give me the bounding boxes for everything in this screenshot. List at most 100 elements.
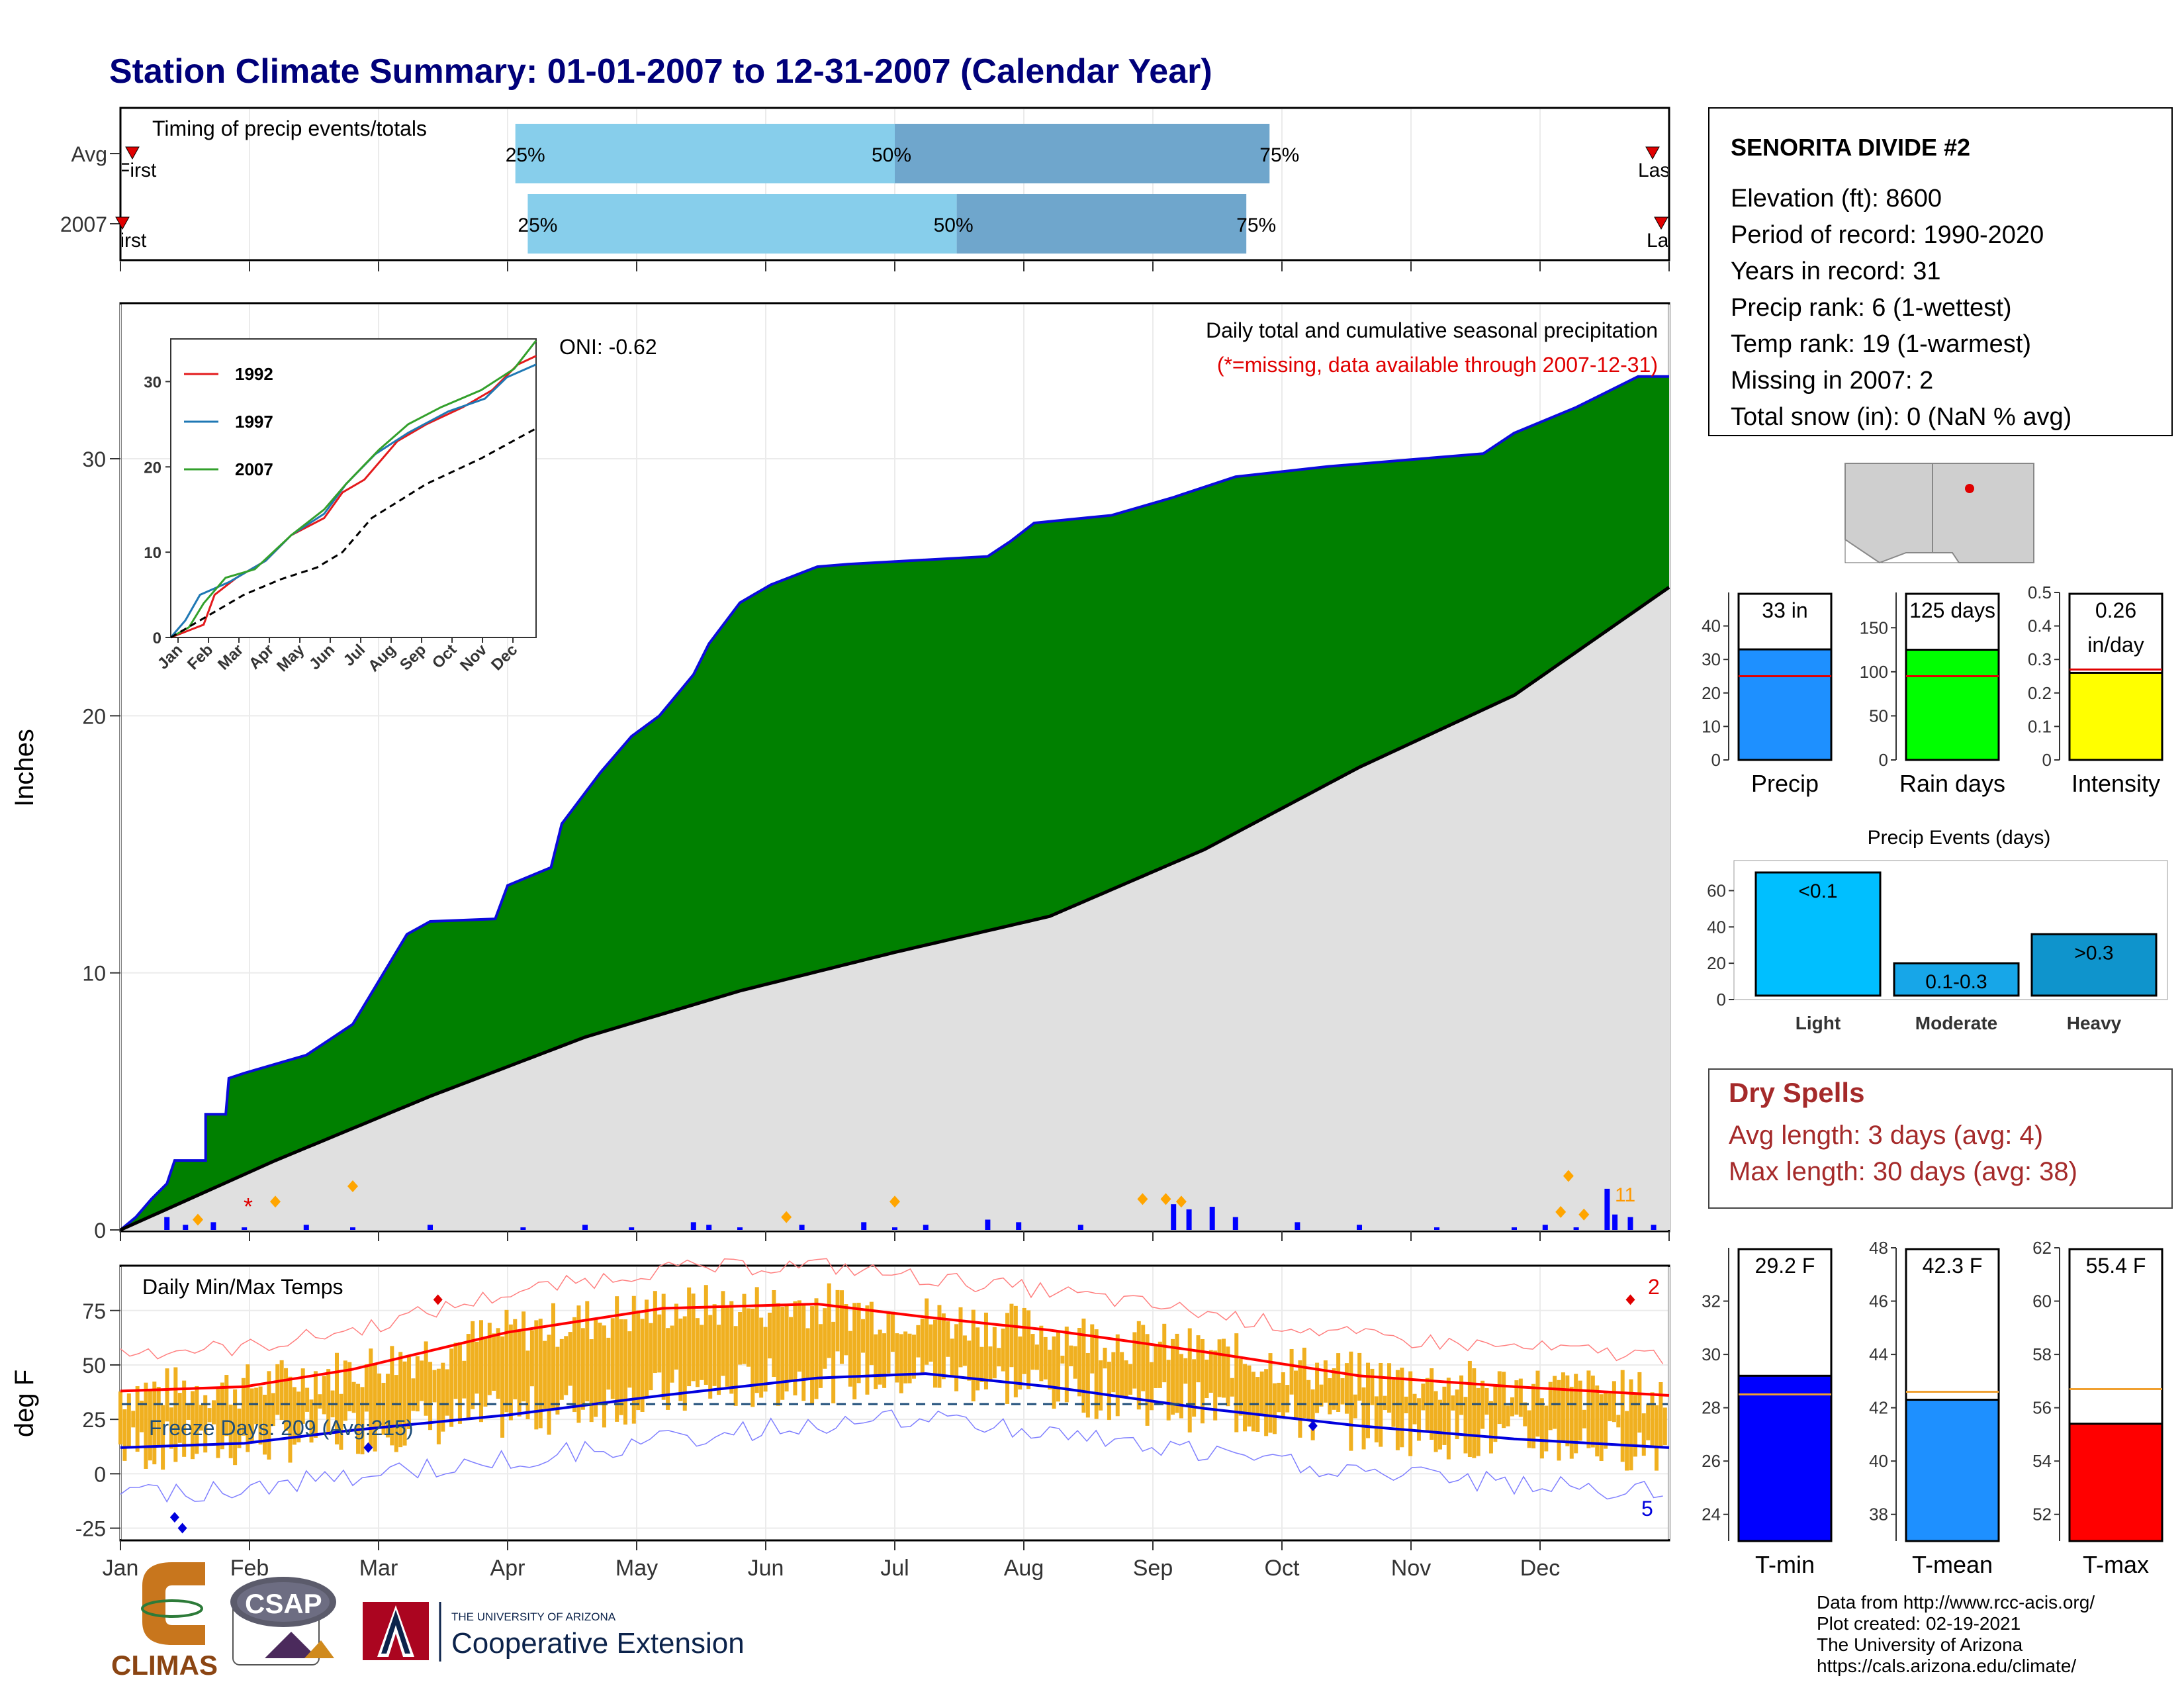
daily-temp-range-bar — [1026, 1310, 1031, 1389]
timing-pct-75: 75% — [1259, 144, 1299, 166]
last-label: Last — [1647, 230, 1684, 252]
daily-temp-range-bar — [1277, 1382, 1281, 1413]
daily-temp-range-bar — [122, 1409, 127, 1461]
daily-temp-range-bar — [156, 1387, 161, 1447]
daily-precip-bar — [242, 1227, 248, 1230]
events-bar — [1754, 871, 1882, 997]
daily-temp-range-bar — [1030, 1334, 1035, 1370]
daily-temp-range-bar — [1510, 1397, 1515, 1417]
daily-temp-range-bar — [1222, 1338, 1226, 1398]
daily-temp-range-bar — [1582, 1409, 1587, 1429]
daily-temp-range-bar — [666, 1328, 670, 1410]
daily-temp-range-bar — [529, 1330, 534, 1387]
credit-line: https://cals.arizona.edu/climate/ — [1817, 1656, 2076, 1676]
daily-temp-range-bar — [1034, 1344, 1039, 1370]
daily-temp-range-bar — [1039, 1325, 1044, 1382]
daily-temp-range-bar — [1565, 1375, 1570, 1446]
credit-line: Data from http://www.rcc-acis.org/ — [1817, 1592, 2095, 1613]
daily-temp-range-bar — [640, 1319, 645, 1413]
daily-temp-range-bar — [1480, 1380, 1485, 1429]
temp-y-tick-label: 50 — [82, 1354, 106, 1378]
daily-temp-range-bar — [1264, 1369, 1269, 1436]
daily-temp-range-bar — [1336, 1353, 1341, 1413]
mini-y-tick-label: 0.3 — [2028, 649, 2052, 669]
daily-temp-range-bar — [1018, 1336, 1023, 1390]
daily-temp-range-bar — [661, 1293, 666, 1400]
daily-temp-range-bar — [152, 1382, 157, 1465]
daily-temp-range-bar — [203, 1395, 208, 1453]
daily-temp-range-bar — [169, 1407, 173, 1449]
daily-temp-range-bar — [1344, 1363, 1349, 1414]
daily-temp-range-bar — [916, 1325, 921, 1358]
daily-precip-bar — [1016, 1222, 1022, 1230]
daily-temp-range-bar — [1574, 1374, 1578, 1454]
daily-temp-range-bar — [1455, 1389, 1459, 1440]
daily-temp-range-bar — [1616, 1415, 1621, 1428]
events-bar-label: <0.1 — [1798, 880, 1837, 902]
precip-count-label: 11 — [1615, 1184, 1635, 1206]
daily-temp-range-bar — [682, 1316, 687, 1411]
daily-precip-bar — [183, 1225, 189, 1230]
daily-temp-range-bar — [580, 1328, 585, 1410]
mini-bar — [2068, 671, 2163, 761]
daily-temp-range-bar — [729, 1301, 734, 1394]
daily-temp-range-bar — [441, 1362, 445, 1432]
daily-temp-range-bar — [1111, 1352, 1116, 1393]
daily-temp-range-bar — [869, 1301, 874, 1366]
daily-precip-bar — [1651, 1225, 1657, 1230]
temp-plot — [118, 1258, 1670, 1534]
daily-temp-range-bar — [504, 1309, 509, 1413]
daily-temp-range-bar — [339, 1393, 343, 1450]
daily-temp-range-bar — [267, 1371, 271, 1460]
daily-temp-range-bar — [525, 1350, 530, 1420]
daily-temp-range-bar — [1586, 1370, 1591, 1448]
inset-frame — [170, 338, 537, 638]
daily-temp-range-bar — [1620, 1370, 1625, 1462]
mini-bar-category-label: Rain days — [1899, 770, 2005, 797]
timing-endpoint-labels: First Last — [122, 230, 1684, 252]
daily-temp-range-bar — [1463, 1397, 1468, 1454]
daily-temp-range-bar — [1433, 1391, 1438, 1452]
daily-precip-bar — [1612, 1214, 1618, 1230]
last-marker — [1654, 216, 1668, 230]
daily-temp-range-bar — [1527, 1410, 1531, 1448]
daily-precip-bar — [303, 1225, 309, 1230]
daily-temp-range-bar — [402, 1361, 407, 1446]
daily-temp-range-bar — [144, 1382, 148, 1469]
daily-temp-range-bar — [543, 1340, 547, 1409]
temp-y-axis-label: deg F — [10, 1370, 39, 1437]
daily-temp-range-bar — [334, 1352, 339, 1445]
record-high-marker — [1625, 1294, 1635, 1305]
daily-precip-bar — [706, 1225, 712, 1230]
daily-temp-range-bar — [1243, 1364, 1248, 1432]
daily-temp-range-bar — [373, 1364, 377, 1452]
daily-temp-range-bar — [1268, 1353, 1273, 1433]
daily-temp-range-bar — [1103, 1347, 1107, 1369]
climas-logo-text: CLIMAS — [111, 1650, 218, 1681]
daily-temp-range-bar — [1523, 1402, 1527, 1427]
daily-temp-range-bar — [814, 1298, 819, 1399]
daily-temp-range-bar — [436, 1368, 441, 1444]
daily-temp-range-bar — [471, 1321, 475, 1409]
daily-precip-bar — [210, 1222, 216, 1230]
daily-temp-range-bar — [1484, 1388, 1489, 1415]
daily-temp-range-bar — [237, 1408, 242, 1448]
daily-temp-range-bar — [1247, 1365, 1251, 1427]
daily-temp-range-bar — [390, 1346, 394, 1446]
daily-temp-range-bar — [522, 1311, 526, 1402]
daily-temp-range-bar — [856, 1302, 861, 1383]
daily-temp-range-bar — [1310, 1389, 1315, 1440]
daily-temp-range-bar — [763, 1327, 768, 1392]
daily-temp-range-bar — [1175, 1333, 1179, 1413]
station-info-line: Period of record: 1990-2020 — [1731, 221, 2044, 249]
daily-temp-range-bar — [933, 1319, 938, 1388]
mini-y-tick-label: 56 — [2032, 1398, 2052, 1418]
page-title: Station Climate Summary: 01-01-2007 to 1… — [109, 52, 1212, 91]
csap-logo-text: CSAP — [245, 1588, 322, 1619]
daily-temp-range-bar — [288, 1376, 293, 1463]
daily-temp-range-bar — [551, 1303, 555, 1409]
record-max-line — [120, 1258, 1664, 1364]
daily-temp-range-bar — [674, 1303, 678, 1370]
daily-temp-range-bar — [1094, 1329, 1099, 1419]
daily-temp-range-bar — [385, 1374, 390, 1438]
